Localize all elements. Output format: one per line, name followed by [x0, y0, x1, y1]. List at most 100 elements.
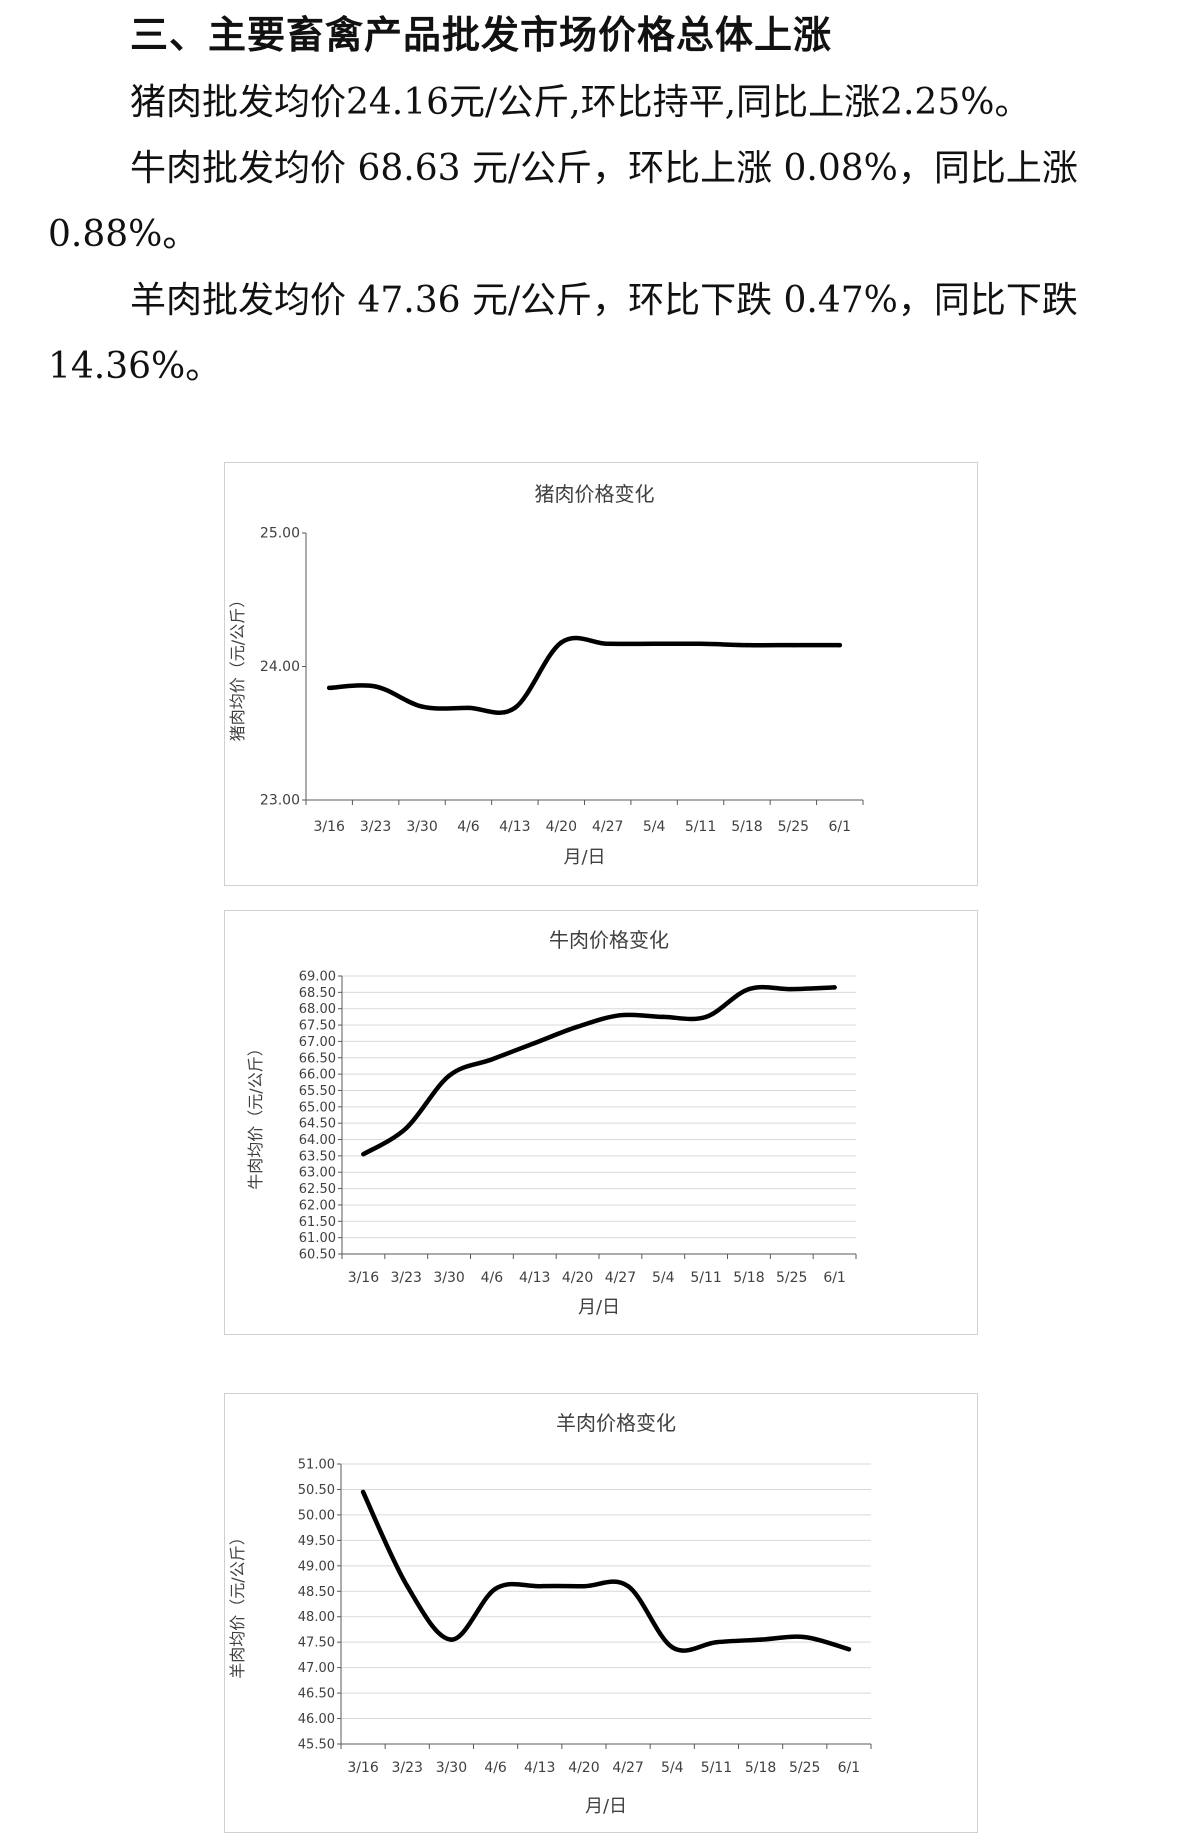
x-tick-label: 3/23 — [392, 1760, 423, 1776]
y-tick-label: 64.50 — [299, 1117, 336, 1132]
data-point — [466, 705, 471, 711]
data-point — [714, 1639, 719, 1645]
data-point — [791, 642, 796, 648]
y-tick-label: 63.50 — [299, 1149, 336, 1164]
x-tick-label: 6/1 — [829, 819, 852, 835]
data-point — [575, 1024, 580, 1029]
y-tick-label: 60.50 — [299, 1248, 336, 1263]
x-tick-label: 4/20 — [562, 1270, 593, 1286]
x-tick-label: 5/25 — [789, 1760, 820, 1776]
y-tick-label: 50.50 — [298, 1483, 335, 1498]
y-tick-label: 45.50 — [298, 1738, 335, 1753]
x-tick-label: 4/27 — [612, 1760, 643, 1776]
data-point — [449, 1637, 454, 1642]
y-tick-label: 67.50 — [299, 1019, 336, 1034]
y-tick-label: 25.00 — [260, 526, 300, 542]
y-tick-label: 65.00 — [299, 1100, 336, 1115]
x-tick-label: 3/16 — [313, 819, 345, 835]
y-tick-label: 62.00 — [299, 1198, 336, 1213]
y-tick-label: 63.00 — [299, 1166, 336, 1181]
y-tick-label: 24.00 — [260, 659, 300, 675]
x-tick-label: 3/23 — [360, 819, 391, 835]
data-point — [404, 1125, 409, 1131]
y-tick-label: 65.50 — [299, 1084, 336, 1099]
series-line — [360, 1489, 852, 1653]
data-point — [651, 641, 657, 647]
x-tick-label: 4/20 — [568, 1760, 599, 1776]
data-point — [744, 642, 750, 648]
x-tick-label: 5/18 — [731, 819, 762, 835]
y-tick-label: 48.00 — [298, 1610, 335, 1625]
x-tick-label: 3/16 — [347, 1760, 379, 1776]
data-point — [837, 642, 842, 648]
x-tick-label: 3/30 — [433, 1270, 464, 1286]
beef-price-chart: 牛肉价格变化 60.50 61.00 61.50 62.00 62.50 63.00 63.5… — [224, 910, 978, 1335]
y-tick-label: 62.50 — [299, 1182, 336, 1197]
data-point — [532, 1040, 537, 1046]
data-point — [698, 641, 703, 647]
y-tick-label: 67.00 — [299, 1035, 336, 1050]
x-tick-label: 3/23 — [391, 1270, 422, 1286]
y-tick-label: 47.50 — [298, 1636, 335, 1651]
y-tick-label: 51.00 — [298, 1458, 335, 1473]
data-point — [605, 641, 610, 647]
y-tick-label: 23.00 — [260, 793, 300, 809]
x-axis-label: 月/日 — [578, 1297, 620, 1318]
data-point — [661, 1014, 666, 1020]
data-point — [405, 1583, 410, 1589]
y-axis-label: 牛肉均价（元/公斤） — [246, 1040, 265, 1189]
y-tick-label: 61.00 — [299, 1231, 336, 1246]
x-tick-label: 4/13 — [499, 819, 530, 835]
data-point — [419, 704, 425, 709]
x-tick-label: 5/11 — [685, 819, 716, 835]
data-point — [703, 1014, 709, 1020]
x-axis-label: 月/日 — [563, 847, 605, 868]
x-tick-label: 4/6 — [457, 819, 480, 835]
y-tick-label: 50.00 — [298, 1508, 335, 1523]
series-line — [361, 984, 837, 1157]
x-tick-label: 4/13 — [524, 1760, 555, 1776]
x-tick-label: 4/13 — [519, 1270, 550, 1286]
y-tick-label: 46.50 — [298, 1687, 335, 1702]
x-tick-label: 4/20 — [546, 819, 577, 835]
pork-paragraph: 猪肉批发均价24.16元/公斤,环比持平,同比上涨2.25%。 — [48, 70, 1168, 136]
chart-title: 牛肉价格变化 — [549, 928, 669, 952]
data-point — [559, 640, 564, 645]
x-tick-label: 3/30 — [406, 819, 437, 835]
y-tick-label: 61.50 — [299, 1215, 336, 1230]
y-tick-label: 49.00 — [298, 1559, 335, 1574]
data-point — [789, 986, 794, 992]
y-tick-label: 66.50 — [299, 1051, 336, 1066]
y-tick-label: 48.50 — [298, 1585, 335, 1600]
x-tick-label: 4/6 — [484, 1760, 507, 1776]
x-axis-label: 月/日 — [585, 1796, 627, 1817]
pork-price-chart-svg: 猪肉价格变化 23.00 24.00 25.00 3/16 3/23 3/30 4/6 4/13… — [228, 482, 864, 868]
y-tick-label: 49.50 — [298, 1534, 335, 1549]
mutton-price-chart: 羊肉价格变化 45.50 46.00 46.50 47.00 47.50 48.00 48.5… — [224, 1393, 978, 1833]
data-point — [758, 1637, 763, 1642]
mutton-paragraph: 羊肉批发均价 47.36 元/公斤，环比下跌 0.47%，同比下跌 14.36%… — [48, 268, 1168, 400]
series-line — [326, 635, 843, 715]
x-tick-label: 5/4 — [643, 819, 666, 835]
y-tick-label: 46.00 — [298, 1712, 335, 1727]
x-tick-label: 5/25 — [776, 1270, 807, 1286]
data-point — [360, 1489, 366, 1495]
section-heading: 三、主要畜禽产品批发市场价格总体上涨 — [130, 13, 833, 57]
data-point — [537, 1583, 542, 1589]
x-tick-label: 3/16 — [348, 1270, 380, 1286]
data-point — [489, 1057, 495, 1062]
data-point — [832, 985, 837, 990]
data-point — [625, 1583, 631, 1589]
x-tick-label: 5/11 — [690, 1270, 721, 1286]
x-tick-label: 5/18 — [733, 1270, 764, 1286]
x-tick-label: 4/27 — [605, 1270, 636, 1286]
data-point — [373, 684, 378, 689]
x-tick-label: 6/1 — [838, 1760, 861, 1776]
data-point — [493, 1586, 498, 1591]
y-axis-label: 猪肉均价（元/公斤） — [228, 592, 247, 741]
data-point — [512, 705, 518, 711]
x-tick-label: 5/25 — [778, 819, 809, 835]
x-tick-label: 4/27 — [592, 819, 623, 835]
data-point — [446, 1073, 452, 1078]
x-tick-label: 5/4 — [652, 1270, 675, 1286]
